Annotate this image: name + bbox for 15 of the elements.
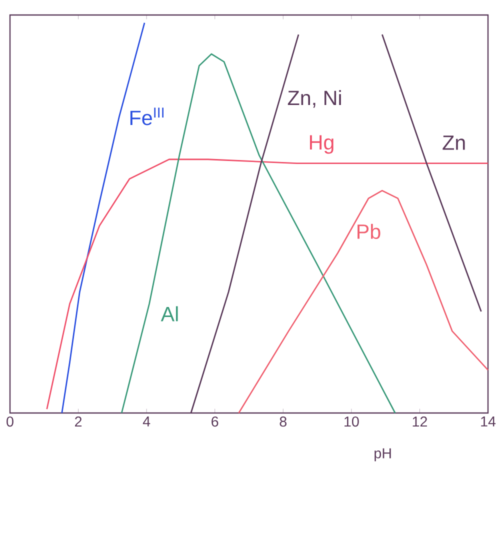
x-tick-label: 10 <box>344 416 359 427</box>
series-label: Al <box>160 306 178 322</box>
x-tick-label: 12 <box>412 416 427 427</box>
series-label: Hg <box>310 135 334 154</box>
series-label: Zn, Ni <box>288 90 341 108</box>
x-tick-label: 6 <box>212 416 218 427</box>
x-tick-label: 0 <box>6 416 14 427</box>
series-label: Pb <box>358 224 380 240</box>
x-tick-label: 14 <box>481 416 496 426</box>
x-tick-label: 4 <box>142 416 150 426</box>
x-tick-label: 8 <box>280 416 287 427</box>
x-axis-title: pH <box>374 448 391 462</box>
x-tick-label: 2 <box>75 416 82 427</box>
series-label: Fe$^{III}$ <box>130 108 164 126</box>
series-label: Zn <box>442 136 465 150</box>
